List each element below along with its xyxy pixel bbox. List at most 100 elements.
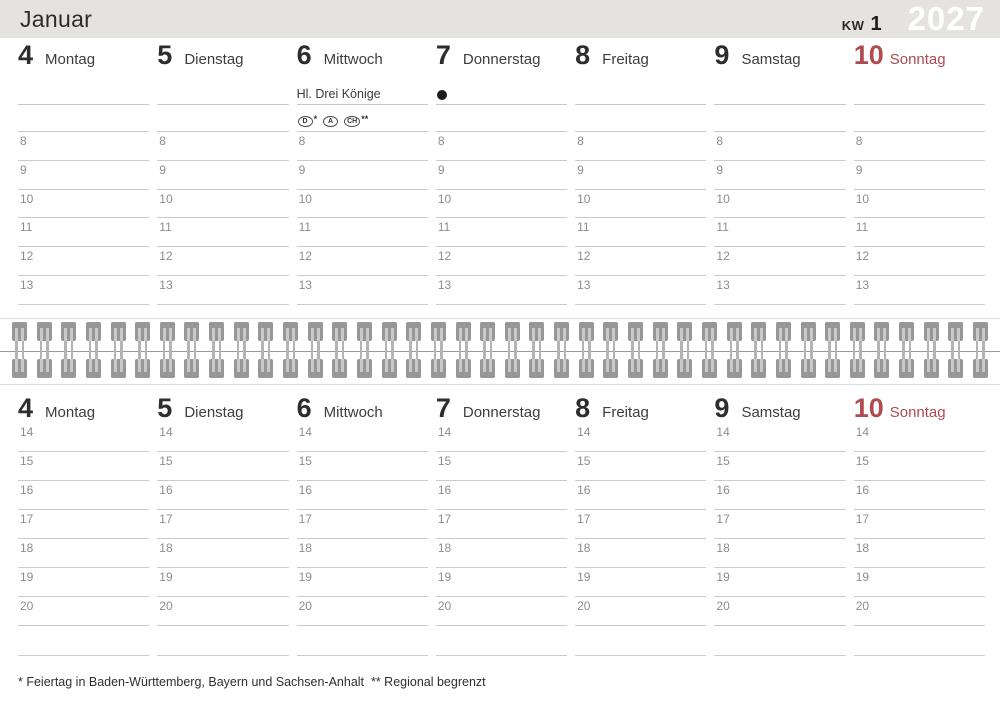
binding-block-bottom (849, 358, 865, 378)
binding-wire (711, 335, 714, 364)
hour-label: 14 (855, 424, 870, 439)
holiday-label: Hl. Drei Könige (296, 87, 381, 101)
hour-slot: 13 (853, 276, 985, 305)
blank-note-line (853, 626, 985, 656)
binding-block-top (36, 321, 52, 341)
binding-block-bottom (652, 358, 668, 378)
binding-wire (310, 335, 314, 364)
binding-block-top (381, 321, 397, 341)
hour-label: 15 (298, 453, 312, 468)
day-header: 9 Samstag (714, 394, 845, 423)
binding-wire (39, 335, 43, 364)
day-header: 9 Samstag (714, 42, 845, 80)
binding-wire (366, 335, 369, 364)
blank-note-line (157, 626, 289, 656)
day-name: Donnerstag (462, 403, 541, 421)
binding-block-bottom (948, 358, 964, 378)
note-line (575, 80, 707, 105)
hour-label: 14 (298, 424, 312, 439)
country-badge: D (297, 116, 313, 127)
binding-wire (736, 335, 739, 364)
binding-unit (972, 321, 988, 378)
binding-wire (286, 335, 289, 364)
country-badge-group: D * (297, 115, 317, 127)
note-line (435, 80, 568, 105)
day-header: 4 Montag (18, 392, 149, 423)
binding-block-bottom (36, 358, 52, 378)
binding-unit (701, 321, 717, 378)
binding-wire (514, 335, 517, 364)
hour-label: 9 (716, 162, 724, 177)
hour-slot: 18 (296, 539, 428, 568)
hour-label: 20 (159, 598, 173, 613)
binding-block-bottom (554, 358, 570, 378)
hour-slot: 18 (18, 539, 150, 568)
note-line (853, 105, 985, 132)
hour-slot: 14 (853, 423, 985, 452)
hour-label: 20 (855, 598, 870, 613)
binding-unit (800, 321, 816, 378)
binding-unit (628, 321, 644, 378)
note-line (157, 80, 289, 105)
hour-slot: 16 (714, 481, 846, 510)
hour-label: 19 (716, 569, 730, 584)
binding-unit (135, 321, 151, 378)
binding-unit (504, 321, 520, 378)
hour-slot: 14 (435, 423, 568, 452)
hour-label: 11 (577, 220, 590, 235)
binding-wire (951, 335, 954, 364)
day-number: 5 (157, 392, 173, 423)
hour-slot: 10 (714, 190, 846, 219)
day-name: Montag (45, 51, 96, 68)
day-column-morning: 10 Sonntag 8 9 10 11 12 13 (853, 42, 985, 305)
binding-block-top (430, 321, 446, 341)
binding-wire (243, 335, 246, 364)
note-line (714, 80, 846, 105)
calendar-week-number: 1 (870, 13, 882, 35)
binding-unit (578, 321, 594, 378)
binding-wire (162, 335, 166, 364)
binding-wire (46, 335, 49, 364)
day-header: 6 Mittwoch (297, 42, 428, 80)
hour-slot: 10 (853, 190, 985, 219)
hour-label: 19 (20, 569, 34, 584)
hour-label: 12 (298, 249, 312, 264)
day-column-afternoon: 10 Sonntag 14 15 16 17 18 19 20 (853, 394, 985, 656)
hour-label: 8 (437, 134, 445, 148)
hour-label: 19 (298, 569, 312, 584)
day-header: 10 Sonntag (854, 394, 985, 423)
hour-label: 9 (855, 162, 863, 177)
binding-wire (828, 335, 831, 364)
hour-label: 14 (20, 424, 34, 439)
day-name: Dienstag (184, 51, 244, 68)
binding-wire (415, 335, 419, 364)
binding-wire (409, 335, 412, 364)
binding-wire (810, 335, 813, 364)
binding-unit (159, 321, 175, 378)
binding-block-top (61, 321, 77, 341)
binding-unit (554, 321, 570, 378)
hour-slot: 16 (157, 481, 289, 510)
day-number: 4 (18, 392, 34, 423)
page-edge-bottom (0, 383, 1000, 385)
hour-slot: 19 (853, 568, 985, 597)
day-column-afternoon: 7 Donnerstag 14 15 16 17 18 19 20 (435, 394, 568, 656)
binding-wire (384, 335, 388, 364)
binding-block-bottom (184, 358, 200, 378)
note-line (18, 105, 150, 132)
binding-block-top (874, 321, 890, 341)
day-name: Donnerstag (462, 51, 541, 68)
hour-slot: 13 (575, 276, 707, 305)
hour-slot: 15 (18, 452, 150, 481)
binding-block-bottom (529, 358, 545, 378)
hour-label: 17 (437, 511, 452, 526)
hour-label: 20 (716, 598, 730, 613)
hour-label: 17 (159, 511, 173, 526)
hour-label: 15 (855, 453, 870, 468)
hour-label: 18 (159, 540, 173, 555)
hour-slot: 14 (575, 423, 707, 452)
binding-block-bottom (677, 358, 693, 378)
binding-block-bottom (800, 358, 816, 378)
binding-block-bottom (209, 358, 225, 378)
